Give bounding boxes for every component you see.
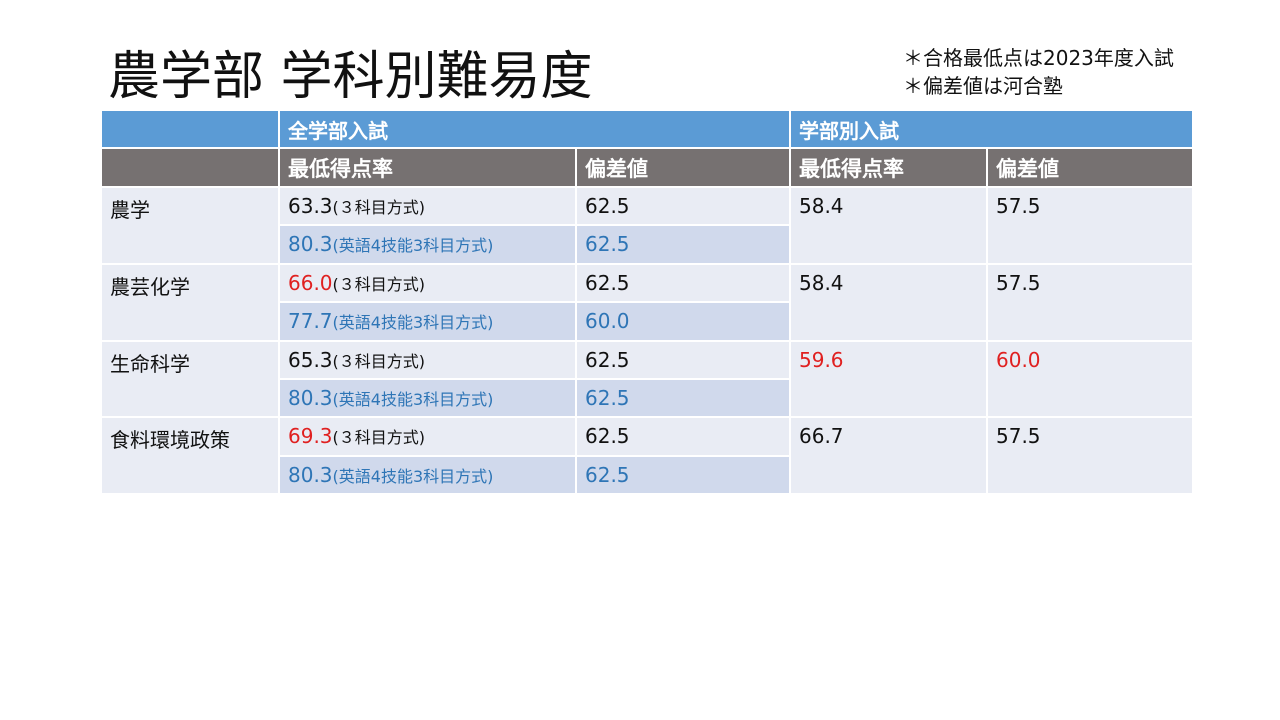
deviation-cell: 62.5 [575, 454, 791, 496]
table: 全学部入試 学部別入試 最低得点率 偏差値 最低得点率 偏差値 農学 63.3(３… [100, 109, 1194, 496]
column-cell: 最低得点率 [789, 147, 988, 188]
column-cell: 最低得点率 [278, 147, 577, 188]
method: (３科目方式) [332, 428, 426, 448]
score-cell: 80.3(英語4技能3科目方式) [278, 454, 577, 496]
score-cell: 69.3(３科目方式) [278, 416, 577, 457]
table-row: 80.3(英語4技能3科目方式) 62.5 [101, 454, 1193, 496]
table-body: 全学部入試 学部別入試 最低得点率 偏差値 最低得点率 偏差値 農学 63.3(３… [100, 109, 1194, 496]
table-row: 80.3(英語4技能3科目方式) 62.5 [101, 377, 1193, 419]
group-header: 全学部入試 学部別入試 [100, 109, 1194, 149]
table-row: 生命科学 65.3(３科目方式) 62.5 59.6 60.0 [100, 339, 1194, 419]
title: 農学部 学科別難易度 [108, 47, 593, 107]
method: (英語4技能3科目方式) [332, 313, 494, 333]
table-row: 食料環境政策 69.3(３科目方式) 62.5 66.7 57.5 [100, 416, 1194, 496]
faculty-score-cell: 59.6 [789, 339, 988, 419]
deviation-cell: 60.0 [575, 301, 791, 342]
note: ＊偏差値は河合塾 [903, 74, 1063, 98]
method: (英語4技能3科目方式) [332, 389, 494, 409]
score-cell: 80.3(英語4技能3科目方式) [278, 224, 577, 265]
score-cell: 66.0(３科目方式) [278, 262, 577, 304]
table-row: 農芸化学 66.0(３科目方式) 62.5 58.4 57.5 [100, 262, 1194, 342]
faculty-deviation-cell: 57.5 [986, 262, 1194, 342]
score-cell: 80.3(英語4技能3科目方式) [278, 377, 577, 419]
score: 69.3 [288, 424, 333, 449]
table-row: 77.7(英語4技能3科目方式) 60.0 [101, 301, 1193, 342]
method: (３科目方式) [332, 198, 426, 217]
method: (英語4技能3科目方式) [332, 236, 494, 256]
column-cell: 偏差値 [986, 147, 1194, 188]
deviation-cell: 62.5 [575, 377, 791, 419]
score: 66.0 [288, 270, 333, 295]
header-cell [100, 109, 280, 149]
department-cell: 農学 [100, 186, 280, 265]
column-header: 最低得点率 偏差値 最低得点率 偏差値 [100, 147, 1194, 188]
score: 77.7 [288, 309, 333, 334]
deviation-cell: 62.5 [575, 339, 791, 380]
note: ＊合格最低点は2023年度入試 [903, 46, 1174, 70]
score: 80.3 [288, 232, 333, 257]
group-cell: 学部別入試 [789, 109, 1194, 149]
department-cell: 食料環境政策 [100, 416, 280, 496]
faculty-score-cell: 66.7 [789, 416, 988, 496]
faculty-deviation-cell: 57.5 [986, 186, 1194, 265]
score-cell: 77.7(英語4技能3科目方式) [278, 301, 577, 342]
group-cell: 全学部入試 [278, 109, 791, 149]
method: (３科目方式) [332, 274, 426, 294]
faculty-score-cell: 58.4 [789, 186, 988, 265]
score-cell: 63.3(３科目方式) [278, 185, 577, 227]
score: 65.3 [288, 347, 333, 372]
score-cell: 65.3(３科目方式) [278, 339, 577, 380]
deviation-cell: 62.5 [575, 262, 791, 304]
score: 63.3 [288, 194, 333, 218]
table-row: 農学 63.3(３科目方式) 62.5 58.4 57.5 [100, 185, 1194, 265]
deviation-cell: 62.5 [575, 185, 791, 227]
faculty-deviation-cell: 57.5 [986, 416, 1194, 496]
header-cell [100, 147, 280, 188]
score: 80.3 [288, 462, 333, 487]
deviation-cell: 62.5 [575, 416, 791, 457]
department-cell: 生命科学 [100, 339, 280, 419]
method: (英語4技能3科目方式) [332, 466, 494, 486]
faculty-deviation-cell: 60.0 [986, 339, 1194, 419]
column-cell: 偏差値 [575, 147, 791, 188]
method: (３科目方式) [332, 351, 426, 371]
deviation-cell: 62.5 [575, 224, 791, 265]
faculty-score-cell: 58.4 [789, 262, 988, 342]
score: 80.3 [288, 385, 333, 410]
table-row: 80.3(英語4技能3科目方式) 62.5 [101, 224, 1193, 265]
notes: ＊合格最低点は2023年度入試 ＊偏差値は河合塾 [903, 44, 1174, 100]
department-cell: 農芸化学 [100, 262, 280, 342]
